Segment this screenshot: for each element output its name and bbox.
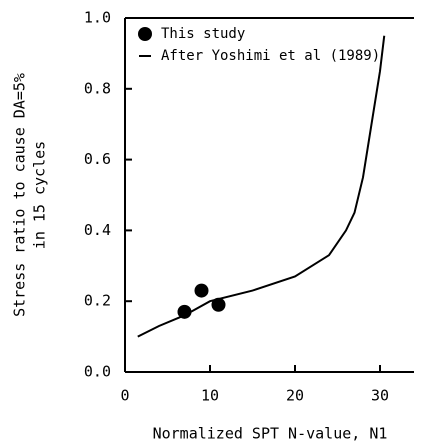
x-tick-label: 10 xyxy=(201,387,219,405)
y-tick-label: 0.6 xyxy=(84,150,111,168)
curve xyxy=(137,35,386,338)
legend-marker xyxy=(138,27,152,41)
y-tick-label: 0.0 xyxy=(84,363,111,381)
legend-label: This study xyxy=(161,26,245,42)
point xyxy=(177,304,192,319)
x-axis-label: Normalized SPT N-value, N1 xyxy=(153,425,388,443)
x-tick-label: 0 xyxy=(120,387,129,405)
legend-label: After Yoshimi et al (1989) xyxy=(161,48,380,64)
x-tick-label: 30 xyxy=(371,387,389,405)
point xyxy=(211,297,226,312)
y-tick-label: 0.2 xyxy=(84,292,111,310)
y-tick-label: 0.4 xyxy=(84,221,111,239)
y-tick-label: 1.0 xyxy=(84,9,111,27)
x-tick-label: 20 xyxy=(286,387,304,405)
y-tick-label: 0.8 xyxy=(84,79,111,97)
y-axis-label: Stress ratio to cause DA=5% xyxy=(11,73,29,317)
point xyxy=(194,283,209,298)
y-axis-label: in 15 cycles xyxy=(31,141,49,249)
